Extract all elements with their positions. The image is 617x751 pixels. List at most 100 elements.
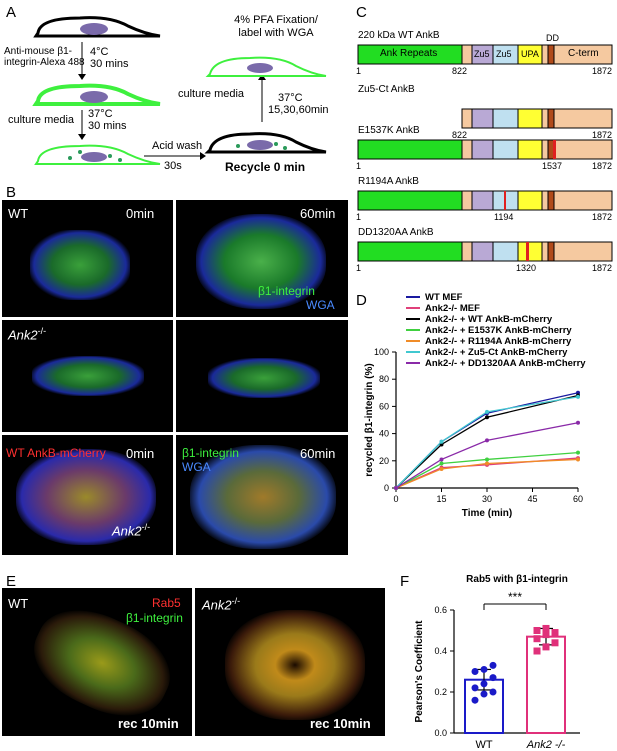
d-legend-swatch [406,307,420,310]
d-data-point [485,462,489,467]
d-ytick-label: 100 [374,347,389,357]
panel-label-d: D [356,292,367,309]
panel-label-a: A [6,4,17,21]
f-ytick-label: 0.0 [434,728,447,738]
chart-d-legend: WT MEF Ank2-/- MEF Ank2-/- + WT AnkB-mCher… [406,292,616,369]
f-significance: *** [508,590,522,604]
step2-media: culture media [8,114,75,126]
construct-5-mid: 1320 [516,263,537,273]
construct-4-start: 1 [356,212,362,222]
d-xtick-label: 15 [436,494,446,504]
d-series-line [395,457,579,489]
d-legend-item: Ank2-/- + WT AnkB-mCherry [406,314,616,325]
domain-upa: UPA [521,49,539,59]
f-ytick-label: 0.4 [434,646,447,656]
panel-label-e: E [6,573,17,590]
d-data-point [576,394,580,399]
label-0min-b3: 0min [126,446,155,461]
panel-label-c: C [356,4,367,21]
d-data-point [394,486,398,490]
antibody-label: Anti-mouse β1- integrin-Alexa 488 [4,46,85,68]
d-data-point [576,393,580,398]
construct-4-end: 1872 [592,212,613,222]
d-series-line [395,458,579,489]
f-data-point [542,643,550,651]
d-series-line [395,451,579,489]
construct-title-2: Zu5-Ct AnkB [358,84,415,95]
label-ank2-b: Ank2-/- [8,326,47,343]
d-data-point [485,461,489,466]
d-data-point [576,450,580,455]
label-rab5-e: Rab5 [152,596,181,610]
construct-2-end: 1872 [592,130,613,140]
d-data-point [394,486,398,490]
f-title: Rab5 with β1-integrin [466,574,568,585]
d-legend-item: Ank2-/- + E1537K AnkB-mCherry [406,325,616,336]
panel-label-f: F [400,573,410,590]
label-b1-integrin-e: β1-integrin [126,611,183,625]
label-wt-ankb: WT AnkB-mCherry [6,446,106,460]
d-ytick-label: 60 [379,401,389,411]
d-data-point [576,456,580,461]
d-data-point [485,438,489,443]
acid-wash-label: Acid wash [152,140,203,152]
d-data-point [485,411,489,416]
d-legend-label: Ank2-/- + E1537K AnkB-mCherry [425,325,572,336]
f-category-label: Ank2 -/- [526,739,566,751]
d-legend-swatch [406,362,420,365]
f-data-point [489,674,497,682]
f-data-point [551,629,559,637]
f-data-point [480,665,488,673]
f-data-point [533,635,541,643]
d-data-point [485,409,489,414]
label-wt-e: WT [8,596,29,611]
d-legend-item: WT MEF [406,292,616,303]
f-data-point [533,647,541,655]
d-legend-item: Ank2-/- + DD1320AA AnkB-mCherry [406,358,616,369]
d-xlabel: Time (min) [462,508,512,519]
d-series-line [395,394,579,489]
f-data-point [489,688,497,696]
d-data-point [576,390,580,395]
f-data-point [480,680,488,688]
domain-zu5a: Zu5 [474,49,490,59]
d-data-point [394,486,398,490]
d-ytick-label: 80 [379,374,389,384]
label-b1-integrin-b: β1-integrin [258,284,315,298]
d-legend-swatch [406,340,420,343]
domain-dd: DD [546,33,559,43]
d-legend-label: Ank2-/- + WT AnkB-mCherry [425,314,553,325]
label-ank2-e: Ank2-/- [202,596,241,613]
construct-2-start: 822 [452,130,468,140]
d-data-point [576,420,580,425]
d-data-point [485,415,489,420]
d-legend-item: Ank2-/- + Zu5-Ct AnkB-mCherry [406,347,616,358]
step3-time: 15,30,60min [268,104,329,116]
step1-temp: 4°C [90,46,109,58]
d-legend-swatch [406,318,420,321]
construct-3-end: 1872 [592,161,613,171]
label-0min-b1: 0min [126,206,155,221]
micrograph-rescue-0min [2,435,173,555]
construct-title-1: 220 kDa WT AnkB [358,30,440,41]
f-bar [464,678,504,735]
f-data-point [471,668,479,675]
construct-4-mid: 1194 [494,212,514,222]
d-data-point [439,457,444,462]
f-data-point [542,631,550,639]
construct-title-4: R1194A AnkB [358,176,419,187]
label-wga-b: WGA [306,298,335,312]
d-legend-label: WT MEF [425,292,463,303]
d-legend-swatch [406,296,420,299]
d-data-point [439,466,444,471]
d-data-point [439,461,444,466]
f-data-point [480,690,488,698]
step1-time: 30 mins [90,58,129,70]
d-legend-label: Ank2-/- + DD1320AA AnkB-mCherry [425,358,586,369]
d-ytick-label: 20 [379,456,389,466]
micrograph-rescue-60min [176,435,348,555]
construct-title-3: E1537K AnkB [358,125,420,136]
label-ank2-b3: Ank2-/- [112,522,151,539]
d-legend-item: Ank2-/- MEF [406,303,616,314]
d-data-point [394,486,398,490]
